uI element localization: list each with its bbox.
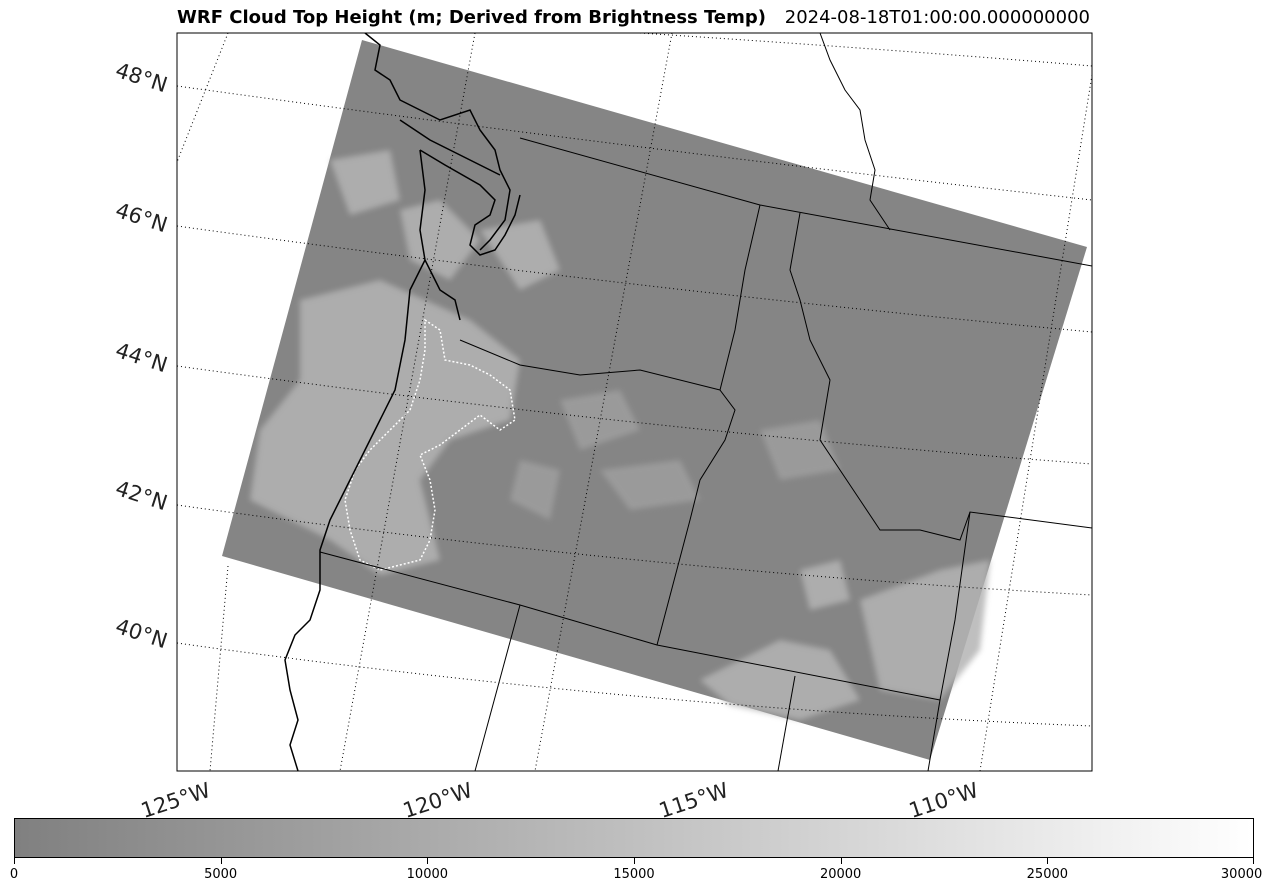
colorbar (14, 818, 1254, 858)
state-boundaries (319, 137, 1092, 771)
colorbar-tick (840, 858, 842, 864)
colorbar-tick (1047, 858, 1049, 864)
colorbar-tick-label: 30000 (1220, 867, 1263, 882)
longitude-lines (177, 33, 1092, 771)
latitude-lines (177, 33, 1092, 727)
colorbar-tick-label: 10000 (406, 867, 449, 882)
colorbar-tick-label: 20000 (819, 867, 862, 882)
cloud-regions (250, 150, 990, 720)
dashed-contour (344, 318, 516, 571)
coastline (284, 33, 521, 771)
colorbar-tick-label: 25000 (1026, 867, 1069, 882)
colorbar-tick-label: 0 (9, 867, 19, 882)
map-timestamp: 2024-08-18T01:00:00.000000000 (784, 7, 1090, 28)
colorbar-tick (1253, 858, 1254, 864)
colorbar-tick (634, 858, 635, 864)
colorbar-tick (14, 858, 15, 864)
cloud-patches (510, 390, 840, 520)
colorbar-tick (427, 858, 429, 864)
colorbar-tick (220, 858, 222, 864)
river-line (819, 33, 891, 231)
colorbar-tick-label: 5000 (204, 867, 238, 882)
map-title: WRF Cloud Top Height (m; Derived from Br… (177, 7, 766, 28)
colorbar-tick-label: 15000 (613, 867, 655, 882)
